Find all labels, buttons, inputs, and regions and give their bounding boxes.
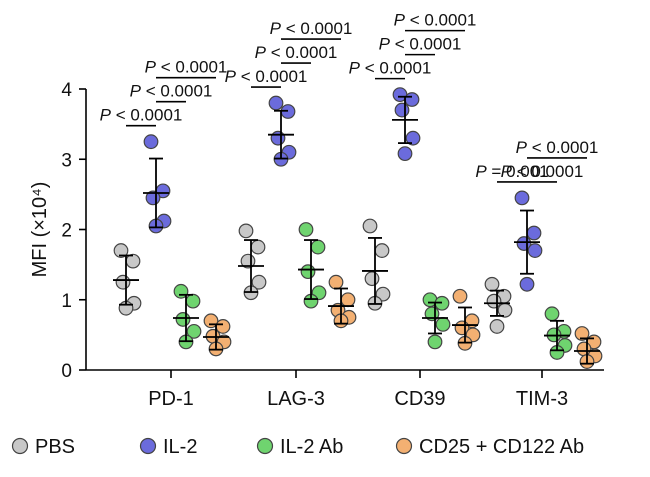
p-value-label: P < 0.0001 (100, 106, 183, 125)
data-point (435, 316, 451, 332)
data-point (270, 130, 286, 146)
data-point (526, 225, 542, 241)
p-value-label: P < 0.0001 (270, 19, 353, 38)
p-symbol: P (130, 82, 142, 101)
p-value-label: P < 0.0001 (379, 35, 462, 54)
p-value-text: < 0.0001 (360, 59, 431, 78)
y-tick-label: 1 (61, 291, 72, 312)
x-category-label: LAG-3 (267, 388, 325, 410)
p-value-text: < 0.0001 (527, 138, 598, 157)
data-point (340, 292, 356, 308)
p-symbol: P (379, 35, 391, 54)
data-point (519, 276, 535, 292)
data-point (484, 276, 500, 292)
data-point (514, 190, 530, 206)
y-tick-label: 4 (61, 80, 72, 101)
data-point (374, 243, 390, 258)
p-symbol: P (475, 162, 487, 181)
p-value-text: < 0.0001 (405, 11, 476, 30)
p-value-label: P < 0.0001 (516, 138, 599, 157)
legend-label: PBS (35, 436, 75, 458)
p-symbol: P (225, 67, 237, 86)
legend-label: IL-2 Ab (280, 436, 343, 458)
data-point (404, 92, 420, 107)
data-point (486, 293, 502, 309)
axes: 0 1 2 3 4 MFI (×10⁴) PD-1 LAG-3 CD39 TIM-3 (29, 80, 604, 410)
legend: PBS IL-2 IL-2 Ab CD25 + CD122 Ab (11, 436, 584, 458)
data-point (362, 218, 378, 234)
p-value-text: < 0.0001 (236, 67, 307, 86)
data-point (298, 222, 314, 237)
data-point (452, 288, 468, 304)
p-value-text: < 0.0001 (390, 35, 461, 54)
p-symbol: P (516, 138, 528, 157)
p-value-text: < 0.0001 (512, 162, 583, 181)
x-category-label: TIM-3 (516, 388, 568, 410)
p-value-label: P < 0.0001 (394, 11, 477, 30)
p-value-text: < 0.0001 (141, 82, 212, 101)
legend-swatch (395, 437, 413, 455)
x-category-label: CD39 (394, 388, 445, 410)
data-point (251, 274, 267, 290)
p-symbol: P (270, 19, 282, 38)
y-axis-label: MFI (×10⁴) (29, 182, 51, 278)
data-point (115, 274, 131, 290)
p-value-text: < 0.0001 (281, 19, 352, 38)
y-tick-label: 2 (61, 221, 72, 242)
p-value-label: P < 0.0001 (145, 58, 228, 77)
data-point (300, 264, 316, 280)
data-point (364, 271, 380, 287)
p-symbol: P (501, 162, 513, 181)
data-point (427, 334, 443, 350)
data-point (238, 223, 254, 239)
p-value-text: < 0.0001 (111, 106, 182, 125)
data-point (185, 293, 201, 309)
chart-marks (113, 87, 603, 369)
p-value-text: < 0.0001 (156, 58, 227, 77)
data-point (175, 312, 191, 327)
data-point (544, 306, 560, 322)
data-point (397, 146, 413, 162)
p-value-label: P < 0.0001 (255, 43, 338, 62)
p-value-text: < 0.0001 (266, 43, 337, 62)
legend-label: CD25 + CD122 Ab (419, 436, 584, 458)
p-symbol: P (394, 11, 406, 30)
data-point (328, 274, 344, 290)
data-point (489, 319, 505, 334)
data-point (268, 95, 284, 111)
p-symbol: P (100, 106, 112, 125)
p-value-label: P < 0.0001 (349, 59, 432, 78)
legend-swatch (11, 437, 29, 455)
data-point (186, 323, 202, 339)
x-category-label: PD-1 (148, 388, 194, 410)
p-symbol: P (145, 58, 157, 77)
y-tick-label: 3 (61, 150, 72, 171)
data-point (574, 326, 590, 341)
data-point (250, 239, 266, 255)
p-value-label: P < 0.0001 (501, 162, 584, 181)
legend-label: IL-2 (163, 436, 197, 458)
data-point (143, 134, 159, 150)
p-value-label: P < 0.0001 (130, 82, 213, 101)
data-point (527, 243, 543, 258)
data-point (405, 130, 421, 146)
data-point (310, 239, 326, 255)
p-value-label: P = 0.001 (475, 162, 548, 181)
legend-swatch (256, 437, 274, 455)
data-point (394, 102, 410, 118)
legend-swatch (139, 437, 157, 455)
p-symbol: P (349, 59, 361, 78)
p-value-label: P < 0.0001 (225, 67, 308, 86)
data-point (113, 243, 129, 258)
p-symbol: P (255, 43, 267, 62)
p-value-text: = 0.001 (487, 162, 549, 181)
y-tick-label: 0 (61, 361, 72, 382)
